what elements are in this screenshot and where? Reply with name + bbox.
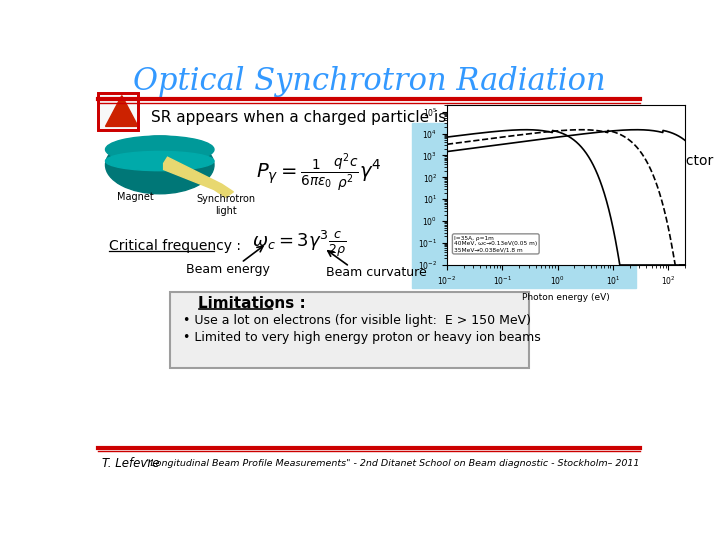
Bar [98,93,138,130]
Text: Beam curvature: Beam curvature [326,266,427,279]
FancyBboxPatch shape [170,292,529,368]
Text: Magnet: Magnet [117,192,153,202]
Bar [98,93,138,130]
Text: Limitations :: Limitations : [199,296,306,311]
Ellipse shape [106,136,214,163]
Text: "Longitudinal Beam Profile Measurements" - 2nd Ditanet School on Beam diagnostic: "Longitudinal Beam Profile Measurements"… [145,459,639,468]
Polygon shape [163,157,233,197]
Text: Optical Synchrotron Radiation: Optical Synchrotron Radiation [132,66,606,97]
Bar [412,123,636,288]
Text: SR appears when a charged particle is bent in a magnetic field: SR appears when a charged particle is be… [151,110,634,125]
Text: Synchrotron
light: Synchrotron light [196,194,255,216]
Text: I=35A, ρ=1m
40MeV, ωc→0.13eV(0.05 m)
35MeV→0.038eV/1.8 m: I=35A, ρ=1m 40MeV, ωc→0.13eV(0.05 m) 35M… [454,235,537,252]
Ellipse shape [106,151,214,171]
Text: $\omega_c = 3\gamma^3 \frac{c}{2\rho}$: $\omega_c = 3\gamma^3 \frac{c}{2\rho}$ [252,228,346,259]
Text: T. Lefevre: T. Lefevre [102,457,159,470]
Text: • Limited to very high energy proton or heavy ion beams: • Limited to very high energy proton or … [183,331,541,344]
Text: $P_{\gamma} = \frac{1}{6\pi\varepsilon_0} \frac{q^2 c}{\rho^2} \gamma^4$: $P_{\gamma} = \frac{1}{6\pi\varepsilon_0… [256,151,382,194]
Text: γ charged particle Lorentz-factor: γ charged particle Lorentz-factor [485,154,714,168]
Text: ρ is the bending radius: ρ is the bending radius [485,173,645,187]
Text: Critical frequency :: Critical frequency : [109,239,241,253]
Text: • Use a lot on electrons (for visible light:  E > 150 MeV): • Use a lot on electrons (for visible li… [183,314,531,327]
X-axis label: Photon energy (eV): Photon energy (eV) [522,293,610,302]
Polygon shape [106,96,138,126]
Text: Beam energy: Beam energy [186,263,270,276]
Ellipse shape [106,136,214,194]
